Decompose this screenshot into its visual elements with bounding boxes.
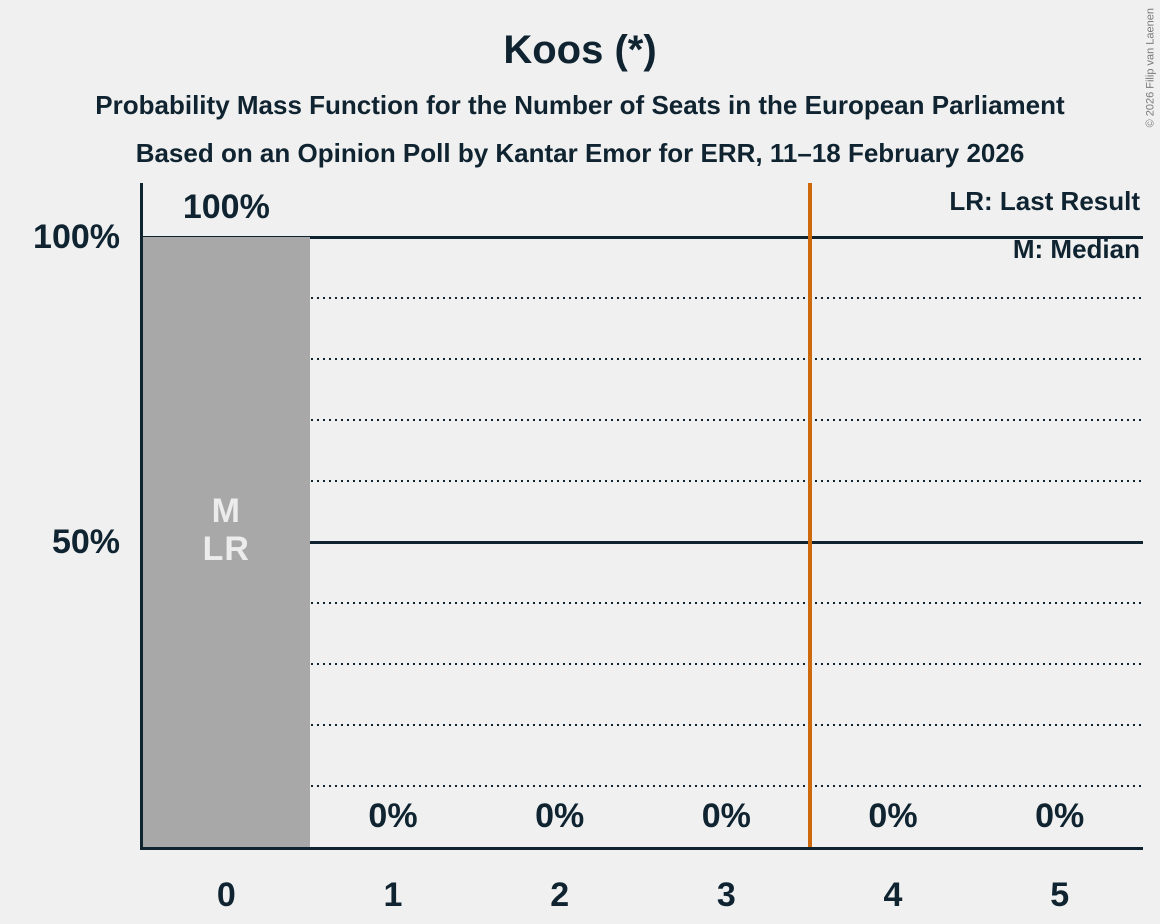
y-tick-label: 50%	[51, 523, 120, 561]
legend-median: M: Median	[1012, 234, 1140, 264]
gridline-10	[143, 785, 1143, 787]
bar-value-label: 0%	[701, 797, 751, 835]
gridline-20	[143, 724, 1143, 726]
gridline-90	[143, 297, 1143, 299]
plot-area: 100% 0 0% 1 0% 2 0% 3 0% 4 0% 5 M LR	[140, 183, 1143, 914]
x-tick-label: 1	[383, 876, 403, 914]
x-tick-label: 0	[216, 876, 236, 914]
x-tick-label: 4	[883, 876, 903, 914]
bar-0	[143, 237, 310, 847]
gridline-40	[143, 602, 1143, 604]
bar-value-label: 0%	[868, 797, 918, 835]
bar-annotation: M LR	[143, 492, 310, 568]
gridline-30	[143, 663, 1143, 665]
bar-value-label: 0%	[1035, 797, 1085, 835]
gridline-80	[143, 358, 1143, 360]
gridline-60	[143, 480, 1143, 482]
bar-annotation-line: LR	[202, 530, 250, 568]
copyright-notice: © 2026 Filip van Laenen	[1144, 8, 1156, 128]
bar-value-label: 100%	[182, 188, 270, 226]
y-tick-label: 100%	[33, 218, 120, 256]
legend-last-result: LR: Last Result	[949, 186, 1140, 216]
gridline-50	[143, 540, 1143, 544]
bar-value-label: 0%	[368, 797, 418, 835]
bar-annotation-line: M	[211, 492, 241, 530]
x-tick-label: 5	[1050, 876, 1070, 914]
gridline-70	[143, 419, 1143, 421]
chart-title: Koos (*)	[503, 28, 657, 72]
gridline-100	[143, 235, 1143, 239]
x-tick-label: 2	[550, 876, 570, 914]
chart-subtitle: Probability Mass Function for the Number…	[95, 90, 1065, 120]
chart-poll-subtitle: Based on an Opinion Poll by Kantar Emor …	[135, 138, 1025, 168]
threshold-line	[807, 183, 812, 847]
bar-value-label: 0%	[535, 797, 585, 835]
x-tick-label: 3	[716, 876, 736, 914]
